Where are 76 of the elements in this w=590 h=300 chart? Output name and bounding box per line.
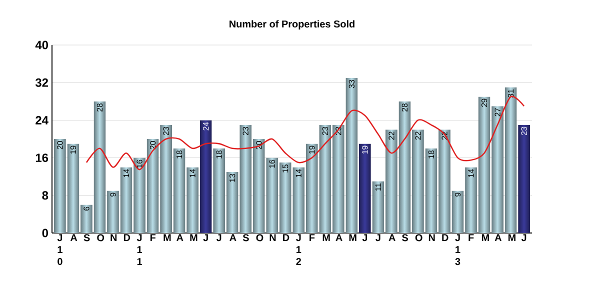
bar <box>226 172 238 233</box>
bar <box>266 158 278 233</box>
bar <box>425 148 438 233</box>
bar <box>120 167 132 233</box>
y-tick-label: 16 <box>36 154 48 162</box>
x-tick-label: A <box>70 234 78 242</box>
x-tick-label: F <box>468 234 474 242</box>
x-tick-label: M <box>349 234 356 242</box>
bar <box>160 124 172 233</box>
bar <box>186 167 199 233</box>
bar <box>200 120 212 233</box>
y-tick-label: 40 <box>35 40 48 50</box>
bar <box>412 130 424 233</box>
x-tick-label: S <box>402 234 408 242</box>
x-tick-label: J <box>376 234 380 242</box>
y-tick-label: 24 <box>36 116 48 124</box>
bar <box>252 139 265 233</box>
bar <box>385 130 398 233</box>
bar <box>358 144 371 233</box>
bar <box>54 139 66 233</box>
bar <box>173 148 186 233</box>
bar <box>518 124 530 233</box>
x-tick-label: J <box>203 234 208 242</box>
x-tick-label: A <box>494 234 502 242</box>
x-tick-label: A <box>388 234 396 242</box>
x-tick-label: F <box>310 234 315 242</box>
x-tick-label: N <box>110 234 117 242</box>
x-tick-label: D <box>283 234 290 242</box>
x-tick-label: N <box>428 234 435 242</box>
bar <box>67 144 80 233</box>
x-tick-label: A <box>230 234 236 242</box>
y-tick-label: 32 <box>35 78 48 87</box>
x-tick-label: N <box>270 234 276 242</box>
x-tick-label: M <box>322 234 330 242</box>
bar <box>107 190 119 233</box>
x-tick-label: J <box>216 234 222 242</box>
bar <box>240 124 252 233</box>
x-tick-label: J 1 1 <box>136 234 142 265</box>
x-tick-label: D <box>124 234 130 242</box>
x-tick-label: O <box>415 234 422 242</box>
x-tick-label: A <box>336 234 342 242</box>
chart-title: Number of Properties Sold <box>230 20 354 30</box>
bar <box>372 181 384 233</box>
bar <box>146 139 159 233</box>
x-tick-label: O <box>256 234 264 242</box>
bar <box>465 167 477 233</box>
bar <box>504 87 517 233</box>
bar <box>94 101 106 233</box>
x-tick-label: J 1 2 <box>296 234 302 265</box>
bar <box>213 148 226 233</box>
x-tick-label: S <box>84 234 90 242</box>
x-tick-label: M <box>190 234 198 242</box>
bar <box>292 167 305 233</box>
bar <box>332 124 344 233</box>
bar <box>346 78 358 233</box>
line-series <box>86 96 525 170</box>
bar <box>319 124 332 233</box>
bar <box>398 101 411 233</box>
x-tick-label: M <box>164 234 171 242</box>
x-tick-label: A <box>176 234 184 242</box>
x-tick-label: J 1 0 <box>57 234 62 266</box>
y-tick-label: 0 <box>42 228 48 238</box>
bar <box>452 190 464 233</box>
x-tick-label: J <box>362 234 368 242</box>
y-tick-label: 8 <box>42 191 48 200</box>
bar <box>279 162 292 233</box>
x-tick-label: J <box>521 234 526 242</box>
x-tick-label: M <box>508 234 516 242</box>
x-tick-label: F <box>150 234 156 242</box>
x-tick-label: J 1 3 <box>455 234 460 266</box>
x-tick-label: M <box>482 234 489 242</box>
x-tick-label: O <box>97 234 104 242</box>
x-tick-label: S <box>242 234 249 242</box>
x-tick-label: D <box>442 234 448 242</box>
bar <box>478 96 490 233</box>
bar <box>306 144 318 233</box>
